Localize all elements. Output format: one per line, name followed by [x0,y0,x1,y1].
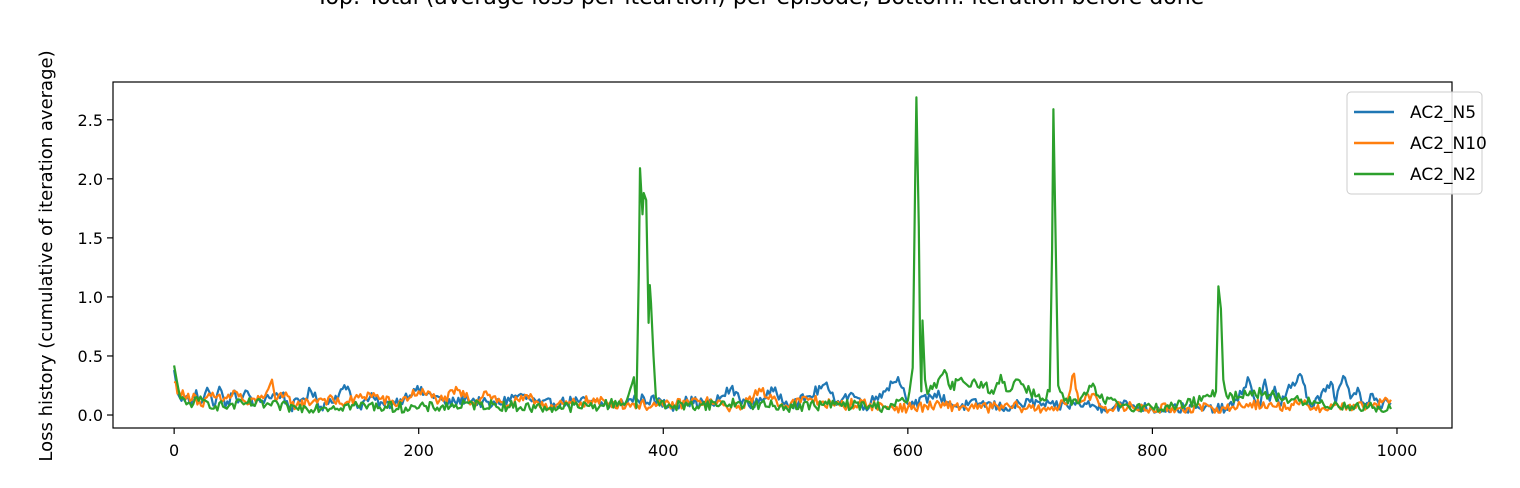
x-tick-label: 0 [169,441,179,460]
y-tick-label: 0.5 [78,347,103,366]
y-tick-label: 2.5 [78,111,103,130]
x-tick-label: 1000 [1377,441,1418,460]
y-tick-label: 1.0 [78,288,103,307]
x-tick-label: 200 [403,441,434,460]
y-axis-label: Loss history (cumulative of iteration av… [36,50,57,461]
legend-label: AC2_N5 [1410,103,1476,123]
legend-label: AC2_N2 [1410,165,1476,185]
series-line-ac2-n2 [173,96,1392,414]
plot-frame [112,81,1453,429]
y-tick-label: 0.0 [78,406,103,425]
plot-area [112,81,1453,429]
legend-frame [1346,91,1483,195]
chart-title: Top: Total (average loss per iteartion) … [315,0,1204,10]
series-line-ac2-n5 [173,369,1392,414]
y-axis: 0.0 0.5 1.0 1.5 2.0 2.5 [78,111,113,425]
x-axis: 0 200 400 600 800 1000 [169,428,1417,460]
series-line-ac2-n10 [173,372,1392,414]
series-layer [173,96,1392,414]
x-tick-label: 600 [893,441,924,460]
y-tick-label: 1.5 [78,229,103,248]
x-tick-label: 800 [1137,441,1168,460]
legend-label: AC2_N10 [1410,134,1487,154]
y-tick-label: 2.0 [78,170,103,189]
x-tick-label: 400 [648,441,679,460]
legend: AC2_N5 AC2_N10 AC2_N2 [1346,91,1487,195]
